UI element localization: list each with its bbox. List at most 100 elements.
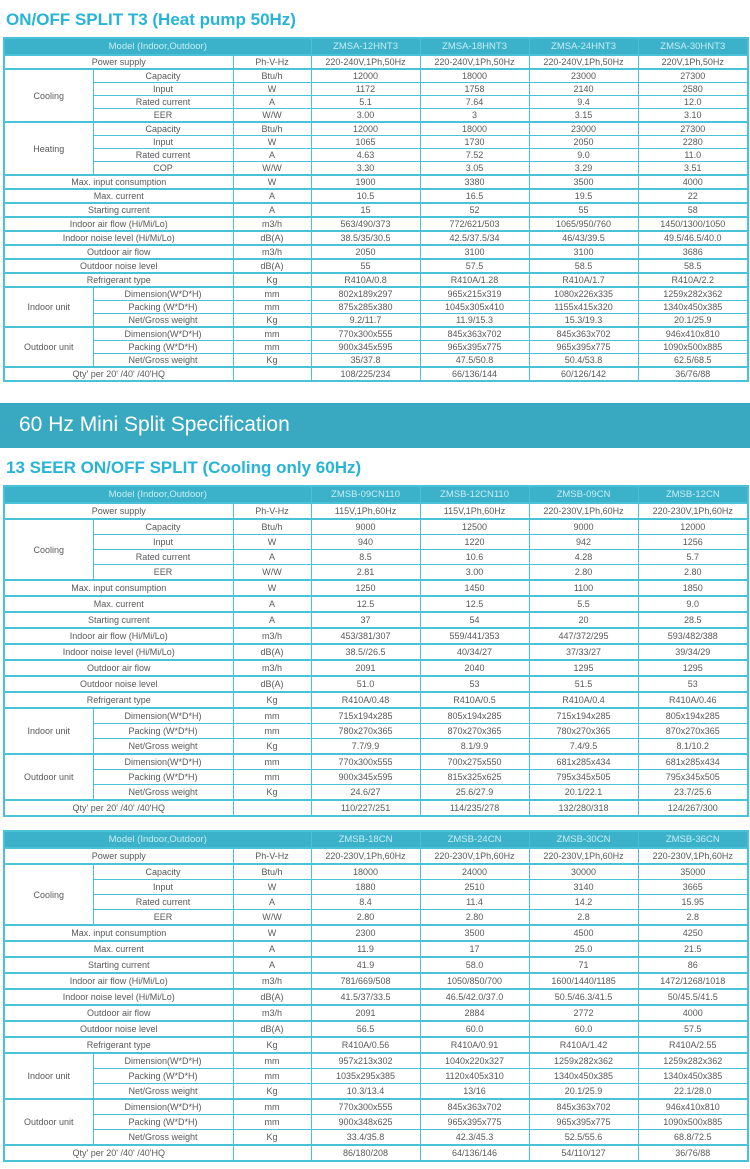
value-cell: 11.9/15.3 bbox=[419, 313, 530, 328]
group-label-cell: Indoor unit bbox=[3, 1052, 94, 1100]
table-row: Indoor air flow (Hi/Mi/Lo) m3/h 781/669/50… bbox=[3, 972, 749, 990]
param-label-cell: Net/Gross weight bbox=[92, 1129, 234, 1146]
table-row: Indoor unit Dimension(W*D*H) mm 957x213x302… bbox=[3, 1052, 749, 1100]
value-cell: 1045x305x410 bbox=[419, 300, 530, 314]
table-row: Max. input consumption W 1250 1450 1100 1850 bbox=[3, 579, 749, 597]
value-cell: 27300 bbox=[637, 121, 749, 136]
table-row: Indoor noise level (Hi/Mi/Lo) dB(A) 38.5/3… bbox=[3, 230, 749, 246]
value-cell: 18000 bbox=[419, 121, 530, 136]
group-label-cell: Outdoor unit bbox=[3, 753, 94, 801]
value-cell: 14.2 bbox=[528, 894, 639, 910]
value-cell: 1040x220x327 bbox=[419, 1052, 530, 1069]
value-cell: 700x275x550 bbox=[419, 753, 530, 770]
value-cell: 1172 bbox=[310, 82, 421, 96]
value-cell: 4000 bbox=[637, 1004, 749, 1022]
value-cell: R410A/0.4 bbox=[528, 691, 639, 709]
unit-cell: mm bbox=[232, 1052, 312, 1069]
value-cell: 8.5 bbox=[310, 549, 421, 565]
value-cell: 220-230V,1Ph,60Hz bbox=[528, 847, 639, 865]
value-cell: 1259x282x362 bbox=[637, 286, 749, 301]
param-label-cell: EER bbox=[92, 909, 234, 926]
value-cell: 3665 bbox=[637, 879, 749, 895]
value-cell: 25.6/27.9 bbox=[419, 784, 530, 801]
value-cell: 220-240V,1Ph,50Hz bbox=[528, 54, 639, 70]
model-header-row: Model (Indoor,Outdoor) ZMSB-09CN110 ZMSB-1… bbox=[3, 485, 749, 504]
table-row: Starting current A 15 52 55 58 bbox=[3, 202, 749, 218]
value-cell: 114/235/278 bbox=[419, 799, 530, 817]
table-row: Outdoor noise level dB(A) 51.0 53 51.5 53 bbox=[3, 675, 749, 693]
table-row: Rated current A 8.5 10.6 4.28 5.7 bbox=[4, 549, 749, 565]
param-label-cell: Max. current bbox=[3, 188, 234, 204]
value-cell: 1758 bbox=[419, 82, 530, 96]
table-row: Indoor unit Dimension(W*D*H) mm 802x189x297… bbox=[3, 286, 749, 328]
value-cell: 50/45.5/41.5 bbox=[637, 988, 749, 1006]
unit-cell: mm bbox=[232, 286, 312, 301]
value-cell: 54 bbox=[419, 611, 530, 629]
group-label-cell: Outdoor unit bbox=[3, 326, 94, 368]
param-label-cell: Net/Gross weight bbox=[92, 313, 234, 328]
group-label-cell: Cooling bbox=[3, 518, 94, 581]
value-cell: 46.5/42.0/37.0 bbox=[419, 988, 530, 1006]
value-cell: 42.3/45.3 bbox=[419, 1129, 530, 1146]
value-cell: 38.5/35/30.5 bbox=[310, 230, 421, 246]
table-row: Indoor noise level (Hi/Mi/Lo) dB(A) 41.5/3… bbox=[3, 988, 749, 1006]
value-cell: 3.00 bbox=[310, 108, 421, 123]
value-cell: 9.0 bbox=[528, 148, 639, 162]
value-cell: 30000 bbox=[528, 863, 639, 880]
value-cell: 559/441/353 bbox=[419, 627, 530, 645]
param-label-cell: Outdoor air flow bbox=[3, 244, 234, 260]
model-label-cell: Model (Indoor,Outdoor) bbox=[3, 830, 312, 849]
value-cell: 23000 bbox=[528, 68, 639, 83]
unit-cell: W/W bbox=[232, 108, 312, 123]
table-row: Qty' per 20' /40' /40'HQ 108/225/234 66/13… bbox=[3, 366, 749, 382]
value-cell: R410A/0.48 bbox=[310, 691, 421, 709]
table-row: Rated current A 8.4 11.4 14.2 15.95 bbox=[4, 894, 749, 910]
value-cell: 7.4/9.5 bbox=[528, 738, 639, 755]
value-cell: 36/76/88 bbox=[637, 366, 749, 382]
table-row: Input W 1065 1730 2050 2280 bbox=[4, 135, 749, 149]
value-cell: 1250 bbox=[310, 579, 421, 597]
value-cell: 3100 bbox=[419, 244, 530, 260]
value-cell: 3.00 bbox=[419, 564, 530, 581]
table-row: Power supply Ph-V-Hz 115V,1Ph,60Hz 115V,1Ph… bbox=[3, 502, 749, 520]
unit-cell: Kg bbox=[232, 272, 312, 288]
model-name-cell: ZMSB-12CN110 bbox=[419, 485, 530, 504]
param-label-cell: Max. current bbox=[3, 940, 234, 958]
unit-cell: A bbox=[232, 95, 312, 109]
value-cell: R410A/0.46 bbox=[637, 691, 749, 709]
table-row: EER W/W 2.80 2.80 2.8 2.8 bbox=[4, 909, 749, 926]
table-row: Cooling Capacity Btu/h 12000 18000 23000 27300 bbox=[3, 68, 749, 123]
param-label-cell: Rated current bbox=[92, 549, 234, 565]
value-cell: 8.1/10.2 bbox=[637, 738, 749, 755]
value-cell: 10.3/13.4 bbox=[310, 1083, 421, 1100]
unit-cell: Ph-V-Hz bbox=[232, 502, 312, 520]
value-cell: 3.10 bbox=[637, 108, 749, 123]
value-cell: 17 bbox=[419, 940, 530, 958]
unit-cell: Kg bbox=[232, 1129, 312, 1146]
value-cell: 12000 bbox=[310, 68, 421, 83]
value-cell: 50.5/46.3/41.5 bbox=[528, 988, 639, 1006]
param-label-cell: Rated current bbox=[92, 894, 234, 910]
table-row: Net/Gross weight Kg 7.7/9.9 8.1/9.9 7.4/9.5 8… bbox=[4, 738, 749, 755]
value-cell: 2300 bbox=[310, 924, 421, 942]
value-cell: R410A/1.7 bbox=[528, 272, 639, 288]
value-cell: 24000 bbox=[419, 863, 530, 880]
table-row: Outdoor unit Dimension(W*D*H) mm 770x300x55… bbox=[3, 753, 749, 801]
banner-60hz-mini-split: 60 Hz Mini Split Specification bbox=[0, 403, 750, 448]
value-cell: 18000 bbox=[419, 68, 530, 83]
param-label-cell: Indoor air flow (Hi/Mi/Lo) bbox=[3, 972, 234, 990]
value-cell: R410A/2.2 bbox=[637, 272, 749, 288]
table-row: Indoor unit Dimension(W*D*H) mm 715x194x285… bbox=[3, 707, 749, 755]
value-cell: 2580 bbox=[637, 82, 749, 96]
table-row: Outdoor noise level dB(A) 55 57.5 58.5 58.5 bbox=[3, 258, 749, 274]
value-cell: 42.5/37.5/34 bbox=[419, 230, 530, 246]
value-cell: 563/490/373 bbox=[310, 216, 421, 232]
value-cell: 8.1/9.9 bbox=[419, 738, 530, 755]
param-label-cell: Capacity bbox=[92, 518, 234, 535]
unit-cell: A bbox=[232, 940, 312, 958]
group-label-cell: Indoor unit bbox=[3, 286, 94, 328]
value-cell: 28.5 bbox=[637, 611, 749, 629]
value-cell: 815x325x625 bbox=[419, 769, 530, 785]
model-name-cell: ZMSB-18CN bbox=[310, 830, 421, 849]
value-cell: 3686 bbox=[637, 244, 749, 260]
